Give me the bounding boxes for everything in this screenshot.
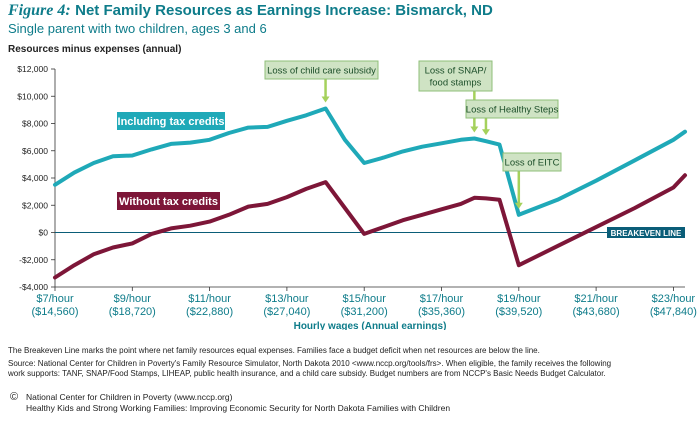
- y-tick-label: $2,000: [22, 200, 48, 210]
- annotation-box: [502, 152, 562, 172]
- x-axis-label: Hourly wages (Annual earnings): [294, 321, 447, 330]
- x-tick-label-wage: $15/hour: [342, 293, 386, 305]
- x-tick-label-wage: $9/hour: [114, 293, 152, 305]
- y-tick-label: $12,000: [17, 64, 48, 74]
- x-tick-label-earnings: ($22,880): [186, 306, 233, 318]
- y-tick-label: $0: [39, 228, 49, 238]
- footer-line-1: National Center for Children in Poverty …: [26, 392, 233, 402]
- figure-subtitle: Single parent with two children, ages 3 …: [8, 21, 267, 36]
- y-tick-label: $8,000: [22, 119, 48, 129]
- x-tick-label-wage: $13/hour: [265, 293, 309, 305]
- x-tick-label-wage: $11/hour: [188, 293, 231, 305]
- breakeven-note: The Breakeven Line marks the point where…: [8, 346, 540, 355]
- source-note-line-2: work supports: TANF, SNAP/Food Stamps, L…: [8, 369, 606, 378]
- series-line-without-tax-credits: [53, 173, 687, 280]
- y-tick-label: $10,000: [17, 91, 48, 101]
- x-tick-label-earnings: ($31,200): [341, 306, 388, 318]
- x-tick-label-earnings: ($43,680): [573, 306, 620, 318]
- figure-title: Net Family Resources as Earnings Increas…: [75, 2, 493, 19]
- annotation-box: [418, 60, 493, 92]
- x-tick-label-wage: $21/hour: [574, 293, 618, 305]
- annotation-arrowhead: [481, 129, 490, 136]
- annotation-box: [465, 99, 559, 119]
- annotation-label: Loss of Healthy Steps: [466, 105, 559, 116]
- line-chart: $12,000 $10,000 $8,000 $6,000 $4,000 $2,000 $0…: [17, 60, 697, 330]
- annotation-label: Loss of EITC: [505, 158, 560, 169]
- breakeven-label-box: [607, 227, 685, 238]
- annotation-label: Loss of child care subsidy: [267, 66, 376, 77]
- x-tick-label-wage: $17/hour: [420, 293, 464, 305]
- annotation-label: Loss of SNAP/: [425, 66, 487, 77]
- figure-label: Figure 4:: [8, 2, 71, 19]
- y-tick-label: $6,000: [22, 146, 48, 156]
- x-tick-label-wage: $19/hour: [497, 293, 541, 305]
- x-tick-label-earnings: ($27,040): [263, 306, 310, 318]
- series-label: Without tax credits: [119, 196, 218, 208]
- footer-line-2: Healthy Kids and Strong Working Families…: [26, 403, 451, 413]
- annotation-label: food stamps: [430, 78, 482, 89]
- figure-title-row: Figure 4: Net Family Resources as Earnin…: [8, 2, 493, 20]
- series-line-including-tax-credits: [53, 106, 687, 217]
- annotation-arrowhead: [514, 202, 523, 209]
- x-tick-label-earnings: ($39,520): [495, 306, 542, 318]
- x-tick-label-wage: $23/hour: [652, 293, 696, 305]
- series-label: Including tax credits: [118, 116, 225, 128]
- breakeven-label: BREAKEVEN LINE: [611, 229, 682, 238]
- y-axis-label: Resources minus expenses (annual): [8, 44, 182, 55]
- x-tick-label-earnings: ($35,360): [418, 306, 465, 318]
- copyright-icon: ©: [10, 391, 19, 403]
- annotation-arrowhead: [470, 126, 479, 133]
- annotation-arrowhead: [321, 96, 330, 103]
- annotation-box: [264, 60, 379, 80]
- x-tick-label-earnings: ($47,840): [650, 306, 697, 318]
- y-tick-label: -$4,000: [19, 282, 48, 292]
- x-tick-label-earnings: ($18,720): [109, 306, 156, 318]
- x-tick-label-wage: $7/hour: [36, 293, 74, 305]
- series-label-box: [117, 192, 220, 210]
- x-tick-label-earnings: ($14,560): [31, 306, 78, 318]
- y-tick-label: -$2,000: [19, 255, 48, 265]
- series-label-box: [117, 112, 225, 130]
- source-note-line-1: Source: National Center for Children in …: [8, 359, 612, 368]
- y-tick-label: $4,000: [22, 173, 48, 183]
